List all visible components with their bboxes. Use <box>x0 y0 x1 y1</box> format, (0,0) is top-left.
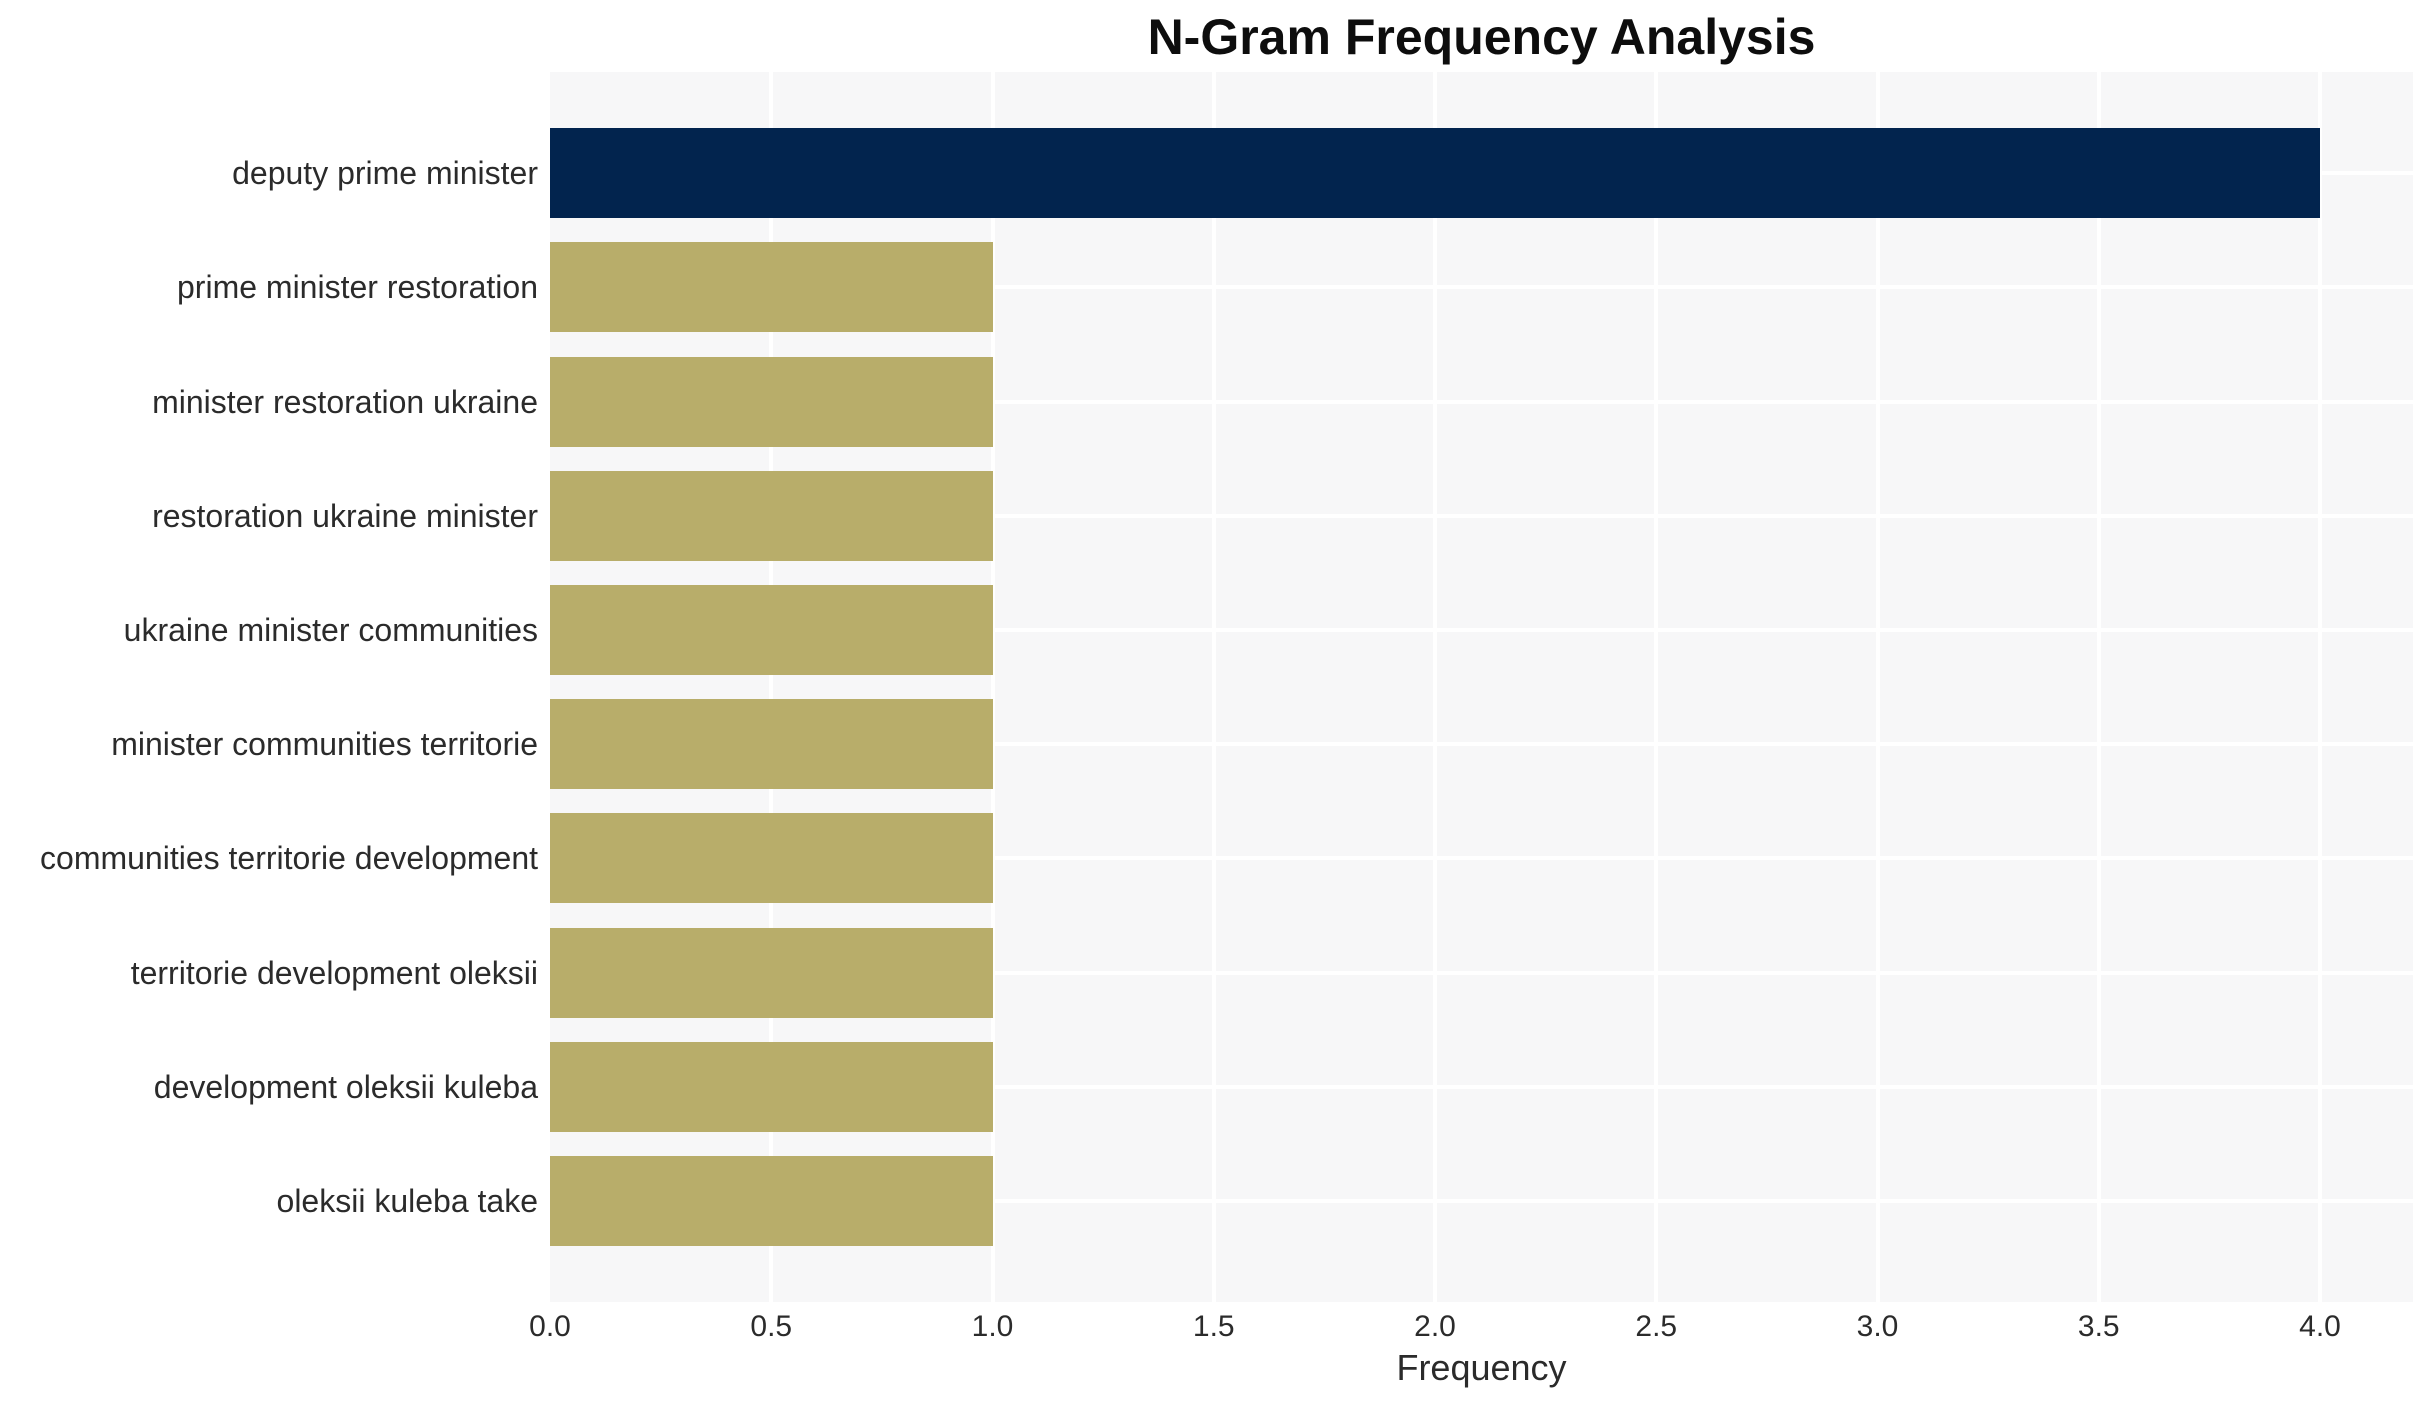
gridline-horizontal <box>550 970 2413 975</box>
bar <box>550 927 993 1018</box>
y-tick-label: deputy prime minister <box>232 155 538 192</box>
bar <box>550 356 993 447</box>
chart-title: N-Gram Frequency Analysis <box>1147 9 1816 65</box>
gridline-vertical <box>1875 72 1880 1302</box>
bar <box>550 470 993 561</box>
x-tick-label: 1.0 <box>971 1310 1014 1343</box>
y-tick-label: ukraine minister communities <box>123 611 538 648</box>
gridline-horizontal <box>550 399 2413 404</box>
gridline-vertical <box>1433 72 1437 1302</box>
x-tick-label: 0.5 <box>750 1310 793 1343</box>
gridline-horizontal <box>550 627 2413 632</box>
bar <box>550 1155 993 1246</box>
y-tick-label: oleksii kuleba take <box>276 1182 538 1219</box>
y-tick-label: minister restoration ukraine <box>152 383 538 420</box>
gridline-horizontal <box>550 1198 2413 1203</box>
bar <box>550 242 993 333</box>
bar <box>550 699 993 790</box>
bar <box>550 584 993 675</box>
x-tick-label: 3.5 <box>2077 1310 2120 1343</box>
gridline-vertical <box>2318 72 2322 1302</box>
y-tick-label: territorie development oleksii <box>130 954 538 991</box>
bar <box>550 128 2320 219</box>
y-tick-label: prime minister restoration <box>177 269 538 306</box>
gridline-horizontal <box>550 1084 2413 1089</box>
gridline-vertical <box>990 72 995 1302</box>
bar <box>550 1041 993 1132</box>
y-tick-label: development oleksii kuleba <box>153 1068 538 1105</box>
gridline-vertical <box>2096 72 2101 1302</box>
y-tick-label: minister communities territorie <box>111 726 538 763</box>
x-axis-label: Frequency <box>1396 1347 1567 1388</box>
gridline-vertical <box>1654 72 1659 1302</box>
x-tick-label: 3.0 <box>1856 1310 1899 1343</box>
x-tick-label: 0.0 <box>529 1310 571 1343</box>
gridline-vertical <box>1211 72 1216 1302</box>
x-tick-label: 2.5 <box>1635 1310 1678 1343</box>
x-tick-label: 2.0 <box>1414 1310 1456 1343</box>
y-tick-label: communities territorie development <box>40 840 538 877</box>
gridline-horizontal <box>550 742 2413 747</box>
gridline-vertical <box>769 72 774 1302</box>
bar <box>550 813 993 904</box>
gridline-horizontal <box>550 513 2413 518</box>
x-tick-label: 1.5 <box>1192 1310 1235 1343</box>
y-tick-label: restoration ukraine minister <box>152 497 538 534</box>
x-tick-label: 4.0 <box>2299 1310 2341 1343</box>
plot-area <box>550 72 2413 1302</box>
gridline-horizontal <box>550 856 2413 861</box>
gridline-horizontal <box>550 285 2413 290</box>
